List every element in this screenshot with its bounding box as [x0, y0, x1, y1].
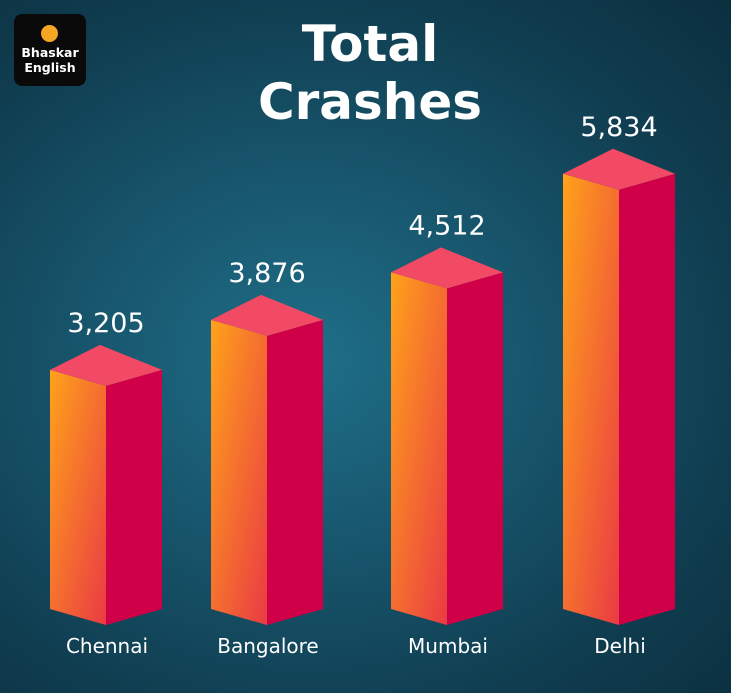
brand-name-line1: Bhaskar [21, 45, 79, 60]
bar-top-face [211, 294, 323, 336]
bar-front-face [50, 369, 106, 625]
category-label: Delhi [594, 634, 646, 658]
category-label: Chennai [66, 634, 148, 658]
bar-top-face [391, 247, 503, 289]
bar-top-face [563, 148, 675, 190]
bar-front-face [563, 173, 619, 625]
bar-top-face [50, 344, 162, 386]
chart-title-line1: Total [301, 15, 439, 73]
data-label: 3,876 [228, 258, 305, 289]
bar-side-face [106, 369, 162, 625]
brand-logo: Bhaskar English [14, 14, 86, 86]
bar-front-face [391, 272, 447, 625]
bar-chennai: 3,205 Chennai [50, 308, 162, 658]
bar-front-face [211, 319, 267, 625]
brand-name-line2: English [24, 60, 76, 75]
bar-mumbai: 4,512 Mumbai [391, 210, 503, 658]
bar-side-face [447, 272, 503, 625]
bar-side-face [267, 319, 323, 625]
data-label: 5,834 [580, 112, 657, 143]
bar-side-face [619, 173, 675, 625]
data-label: 3,205 [67, 308, 144, 339]
category-label: Mumbai [408, 634, 488, 658]
data-label: 4,512 [408, 210, 485, 241]
bar-delhi: 5,834 Delhi [563, 112, 675, 658]
bar-bangalore: 3,876 Bangalore [211, 258, 323, 658]
chart-title-line2: Crashes [257, 73, 483, 131]
category-label: Bangalore [217, 634, 318, 658]
logo-dot-icon [41, 25, 58, 42]
